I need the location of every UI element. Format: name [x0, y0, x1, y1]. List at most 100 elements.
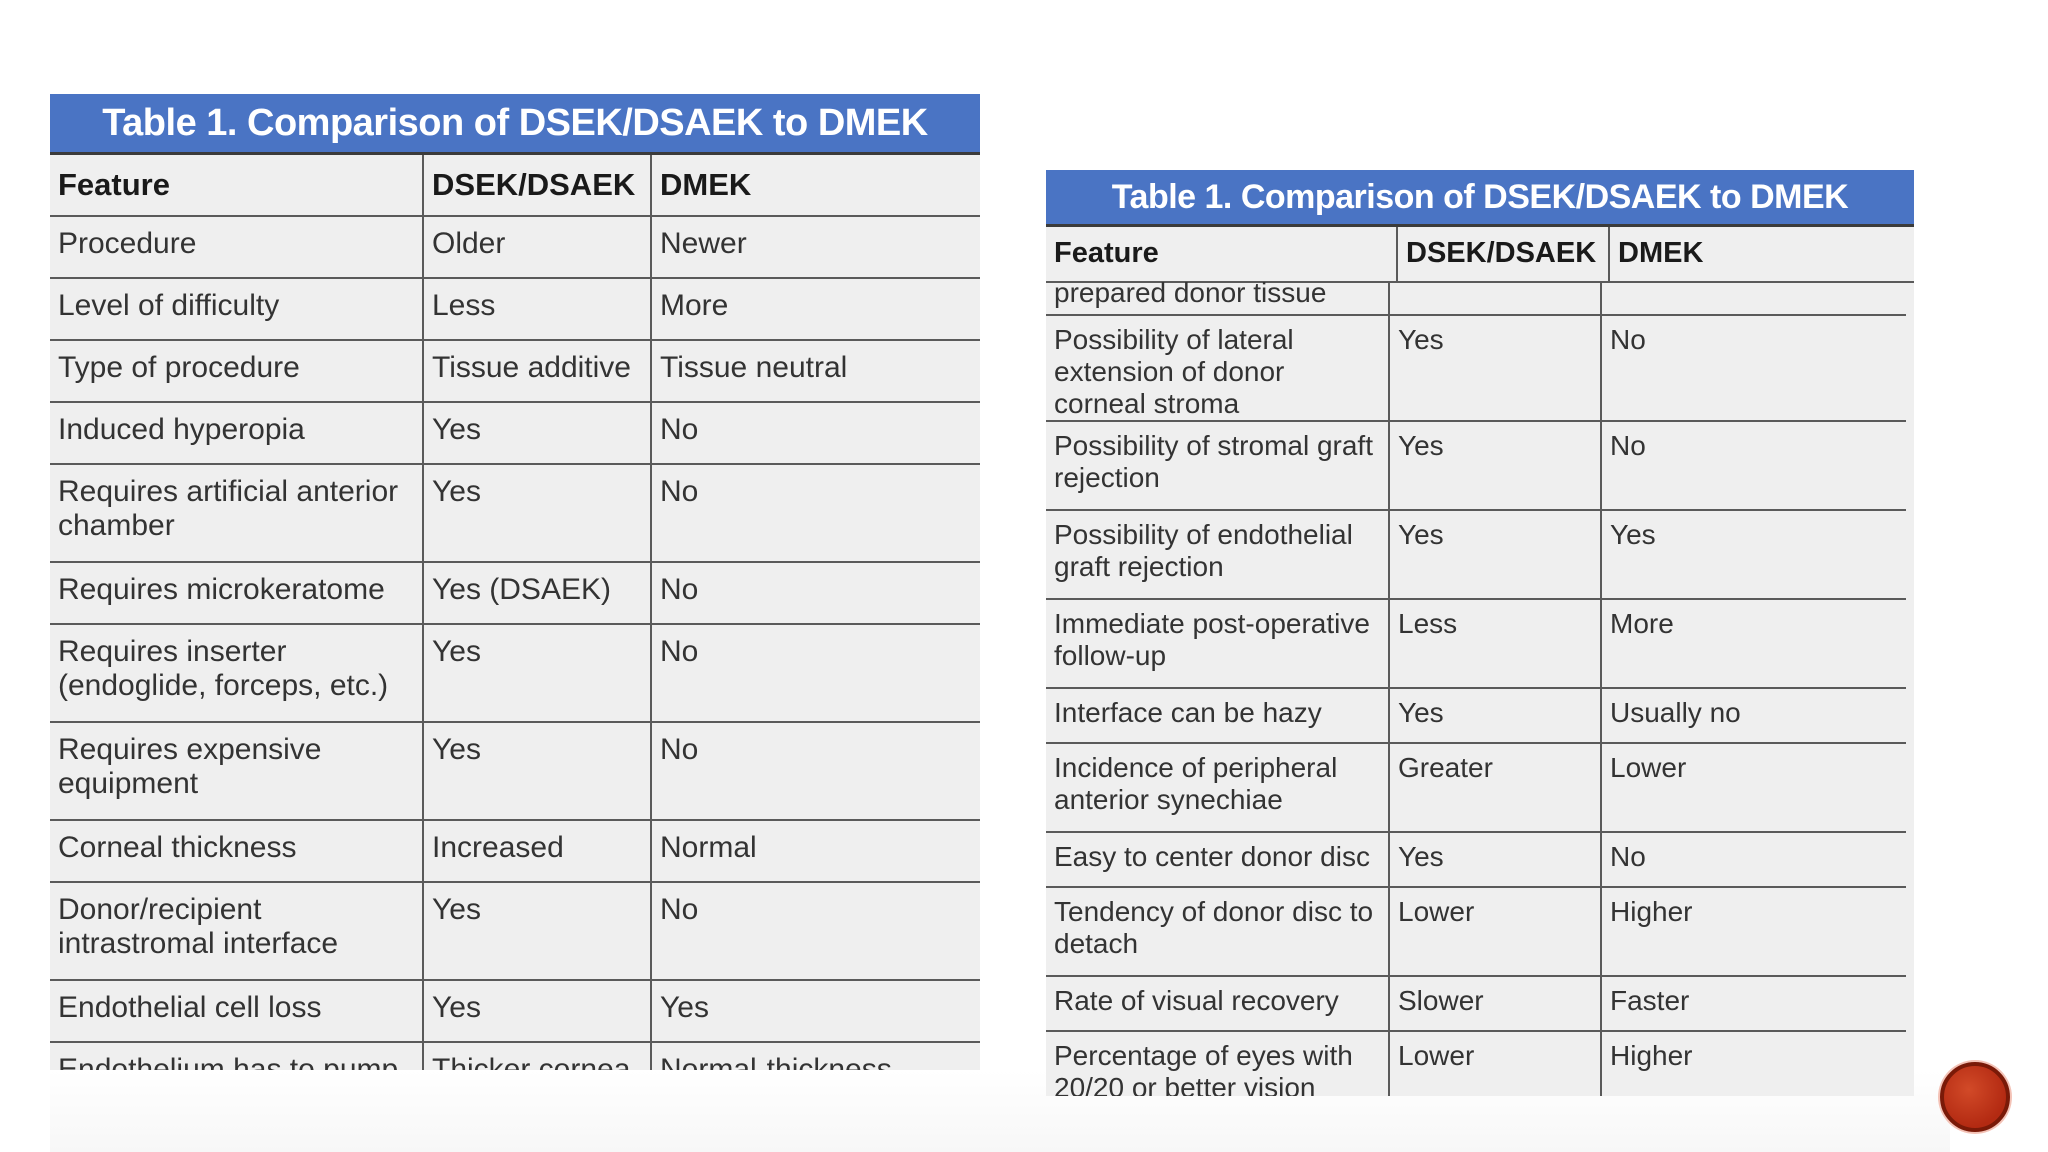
dsek-cell: Yes — [422, 624, 651, 723]
dmek-cell: No — [650, 562, 980, 625]
dmek-cell: No — [650, 464, 980, 563]
dsek-cell: Yes — [1388, 315, 1601, 422]
dmek-cell: Higher — [1600, 1030, 1906, 1096]
table-title: Table 1. Comparison of DSEK/DSAEK to DME… — [1046, 170, 1914, 227]
table-row: Rate of visual recovery Slower Faster — [1046, 975, 1906, 1032]
feature-cell: Percentage of eyes with 20/20 or better … — [1054, 1039, 1353, 1096]
feature-cell: Possibility of endothelial graft rejecti… — [1046, 509, 1389, 600]
dsek-cell: Less — [1388, 598, 1601, 689]
feature-cell: Induced hyperopia — [50, 402, 423, 465]
feature-cell: Incidence of peripheral anterior synechi… — [1046, 742, 1389, 833]
table-row: Possibility of endothelial graft rejecti… — [1046, 509, 1906, 600]
dsek-cell: Yes — [422, 464, 651, 563]
dmek-cell: Higher — [1600, 886, 1906, 977]
dmek-cell: No — [650, 402, 980, 465]
feature-cell: Easy to center donor disc — [1046, 831, 1389, 888]
dsek-cell: Increased — [422, 820, 651, 883]
table-row: Type of procedure Tissue additive Tissue… — [50, 340, 980, 403]
dmek-cell: Normal — [650, 820, 980, 883]
table-title: Table 1. Comparison of DSEK/DSAEK to DME… — [50, 94, 980, 155]
header-dsek-dsaek: DSEK/DSAEK — [1396, 227, 1609, 283]
circle-button-icon[interactable] — [1940, 1062, 2010, 1132]
table-row: Endothelium has to pump Thicker cornea N… — [50, 1042, 980, 1070]
table-grid: Feature DSEK/DSAEK DMEK Procedure Older … — [50, 155, 980, 1070]
table-row: Incidence of peripheral anterior synechi… — [1046, 742, 1906, 833]
dsek-cell: Lower — [1388, 1030, 1601, 1096]
feature-cell: Procedure — [50, 216, 423, 279]
feature-cell: Level of difficulty — [50, 278, 423, 341]
dsek-cell: Yes — [422, 980, 651, 1043]
feature-cell: Corneal thickness — [50, 820, 423, 883]
dsek-cell: Yes — [1388, 831, 1601, 888]
dmek-cell: More — [1600, 598, 1906, 689]
dsek-cell: Greater — [1388, 742, 1601, 833]
feature-cell: Possibility of lateral extension of dono… — [1046, 315, 1389, 422]
dmek-cell: No — [650, 624, 980, 723]
header-dmek: DMEK — [1608, 227, 1914, 283]
dmek-cell: Yes — [1600, 509, 1906, 600]
dsek-cell: Yes — [1388, 420, 1601, 511]
dmek-cell — [1600, 283, 1906, 316]
table-row: Requires artificial anterior chamber Yes… — [50, 464, 980, 563]
dsek-cell: Lower — [1388, 886, 1601, 977]
dmek-cell: Newer — [650, 216, 980, 279]
comparison-table-left: Table 1. Comparison of DSEK/DSAEK to DME… — [50, 94, 980, 1070]
table-row: Donor/recipient intrastromal interface Y… — [50, 882, 980, 981]
dsek-cell: Yes — [422, 402, 651, 465]
table-header-row: Feature DSEK/DSAEK DMEK — [50, 155, 980, 217]
feature-cell: Requires inserter (endoglide, forceps, e… — [50, 624, 423, 723]
dmek-cell: No — [1600, 315, 1906, 422]
feature-cell: prepared donor tissue — [1046, 277, 1389, 316]
dsek-cell: Yes (DSAEK) — [422, 562, 651, 625]
header-dsek-dsaek: DSEK/DSAEK — [422, 155, 651, 217]
dmek-cell: Lower — [1600, 742, 1906, 833]
dsek-cell: Yes — [1388, 509, 1601, 600]
table-row: Tendency of donor disc to detach Lower H… — [1046, 886, 1906, 977]
table-row: Endothelial cell loss Yes Yes — [50, 980, 980, 1043]
dsek-cell: Yes — [422, 882, 651, 981]
header-dmek: DMEK — [650, 155, 980, 217]
dmek-cell: Yes — [650, 980, 980, 1043]
feature-cell: Rate of visual recovery — [1046, 975, 1389, 1032]
table-row: Interface can be hazy Yes Usually no — [1046, 687, 1906, 744]
feature-cell: Requires expensive equipment — [50, 722, 423, 821]
table-header-row: Feature DSEK/DSAEK DMEK — [1046, 227, 1914, 283]
feature-cell: Donor/recipient intrastromal interface — [50, 882, 423, 981]
table-row: Possibility of lateral extension of dono… — [1046, 315, 1906, 422]
table-row: Requires microkeratome Yes (DSAEK) No — [50, 562, 980, 625]
dmek-cell: More — [650, 278, 980, 341]
table-row-partial: prepared donor tissue — [1046, 277, 1906, 316]
table-row: Corneal thickness Increased Normal — [50, 820, 980, 883]
feature-cell: Requires artificial anterior chamber — [50, 464, 423, 563]
feature-cell: Endothelium has to pump — [58, 1053, 399, 1070]
header-feature: Feature — [1046, 227, 1397, 283]
table-row: Level of difficulty Less More — [50, 278, 980, 341]
header-feature: Feature — [50, 155, 423, 217]
table-row: Requires inserter (endoglide, forceps, e… — [50, 624, 980, 723]
dmek-cell: Usually no — [1600, 687, 1906, 744]
dsek-cell: Yes — [1388, 687, 1601, 744]
dsek-cell: Older — [422, 216, 651, 279]
dmek-cell: No — [1600, 420, 1906, 511]
table-row: Procedure Older Newer — [50, 216, 980, 279]
dsek-cell: Yes — [422, 722, 651, 821]
feature-cell: Possibility of stromal graft rejection — [1046, 420, 1389, 511]
dmek-cell: No — [1600, 831, 1906, 888]
feature-cell: Tendency of donor disc to detach — [1046, 886, 1389, 977]
dsek-cell — [1388, 283, 1601, 316]
dmek-cell: No — [650, 722, 980, 821]
table-row: Induced hyperopia Yes No — [50, 402, 980, 465]
table-row: Requires expensive equipment Yes No — [50, 722, 980, 821]
table-row: Percentage of eyes with 20/20 or better … — [1046, 1030, 1906, 1096]
dsek-cell: Slower — [1388, 975, 1601, 1032]
feature-cell: Endothelial cell loss — [50, 980, 423, 1043]
table-row: Possibility of stromal graft rejection Y… — [1046, 420, 1906, 511]
feature-cell: Interface can be hazy — [1046, 687, 1389, 744]
dsek-cell: Thicker cornea — [422, 1042, 651, 1070]
table-header-grid: Feature DSEK/DSAEK DMEK — [1046, 227, 1914, 283]
dmek-cell: No — [650, 882, 980, 981]
feature-cell: Immediate post-operative follow-up — [1046, 598, 1389, 689]
dsek-cell: Less — [422, 278, 651, 341]
feature-cell: Requires microkeratome — [50, 562, 423, 625]
table-row: Immediate post-operative follow-up Less … — [1046, 598, 1906, 689]
